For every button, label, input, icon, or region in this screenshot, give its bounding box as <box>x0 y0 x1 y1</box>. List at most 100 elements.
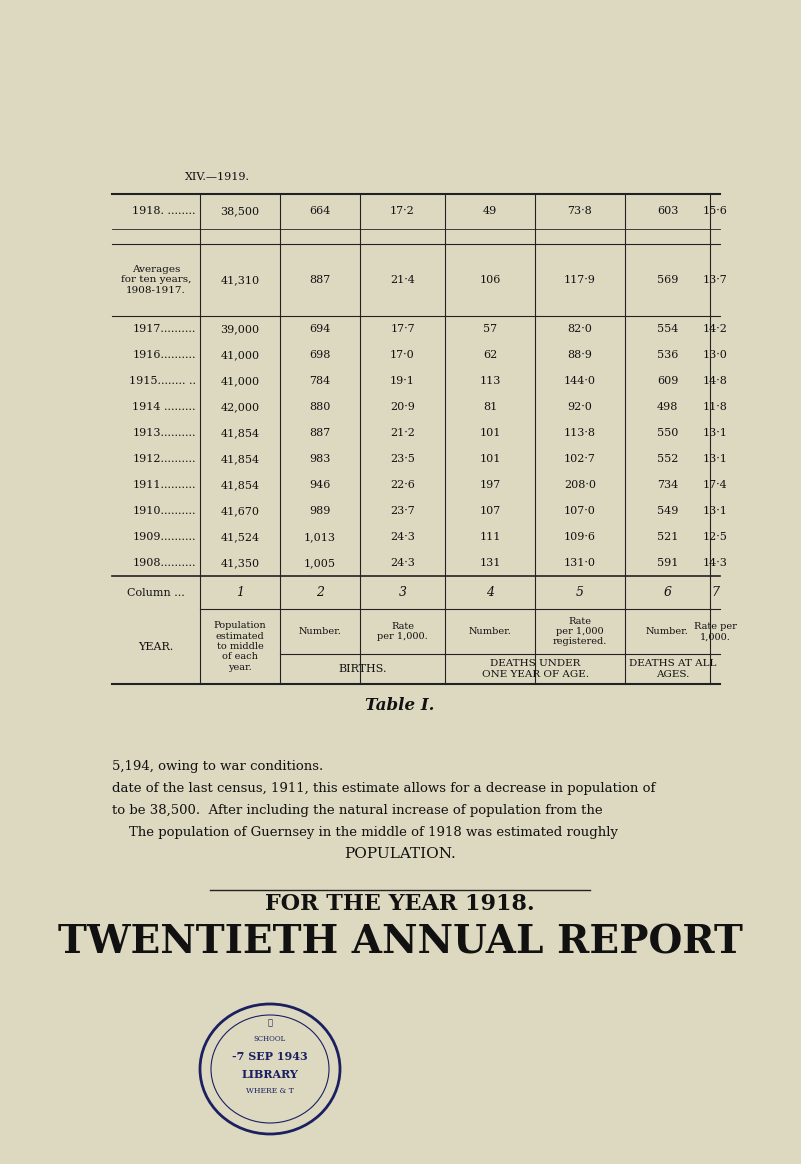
Text: Rate
per 1,000
registered.: Rate per 1,000 registered. <box>553 617 607 646</box>
Text: to be 38,500.  After including the natural increase of population from the: to be 38,500. After including the natura… <box>112 804 602 817</box>
Text: 15·6: 15·6 <box>702 206 727 217</box>
Text: 1913..........: 1913.......... <box>132 428 196 438</box>
Text: 131·0: 131·0 <box>564 558 596 568</box>
Text: Rate
per 1,000.: Rate per 1,000. <box>377 622 428 641</box>
Text: 113·8: 113·8 <box>564 428 596 438</box>
Text: LIBRARY: LIBRARY <box>242 1070 299 1080</box>
Text: 887: 887 <box>309 275 331 285</box>
Text: 554: 554 <box>657 324 678 334</box>
Text: 1909..........: 1909.......... <box>132 532 196 542</box>
Text: 1918. ........: 1918. ........ <box>132 206 196 217</box>
Text: 17·4: 17·4 <box>702 480 727 490</box>
Text: 13·1: 13·1 <box>702 454 727 464</box>
Text: -7 SEP 1943: -7 SEP 1943 <box>232 1051 308 1063</box>
Text: 549: 549 <box>657 506 678 516</box>
Text: WHERE & T: WHERE & T <box>246 1087 294 1095</box>
Text: 14·2: 14·2 <box>702 324 727 334</box>
Text: 88·9: 88·9 <box>568 350 593 360</box>
Text: 11·8: 11·8 <box>702 402 727 412</box>
Text: The population of Guernsey in the middle of 1918 was estimated roughly: The population of Guernsey in the middle… <box>112 826 618 839</box>
Text: 569: 569 <box>657 275 678 285</box>
Text: 113: 113 <box>479 376 501 386</box>
Text: 1,013: 1,013 <box>304 532 336 542</box>
Text: 1912..........: 1912.......... <box>132 454 196 464</box>
Text: 983: 983 <box>309 454 331 464</box>
Text: 102·7: 102·7 <box>564 454 596 464</box>
Text: 14·8: 14·8 <box>702 376 727 386</box>
Text: 5,194, owing to war conditions.: 5,194, owing to war conditions. <box>112 760 324 773</box>
Text: 197: 197 <box>479 480 501 490</box>
Text: 3: 3 <box>399 585 406 599</box>
Text: 23·5: 23·5 <box>390 454 415 464</box>
Text: 17·7: 17·7 <box>390 324 415 334</box>
Text: 1917..........: 1917.......... <box>133 324 196 334</box>
Text: 62: 62 <box>483 350 497 360</box>
Text: 21·4: 21·4 <box>390 275 415 285</box>
Text: Averages
for ten years,
1908-1917.: Averages for ten years, 1908-1917. <box>121 265 191 294</box>
Text: TWENTIETH ANNUAL REPORT: TWENTIETH ANNUAL REPORT <box>58 923 743 961</box>
Text: date of the last census, 1911, this estimate allows for a decrease in population: date of the last census, 1911, this esti… <box>112 782 655 795</box>
Text: 20·9: 20·9 <box>390 402 415 412</box>
Text: 19·1: 19·1 <box>390 376 415 386</box>
Text: 17·0: 17·0 <box>390 350 415 360</box>
Text: 1908..........: 1908.......... <box>132 558 196 568</box>
Text: 946: 946 <box>309 480 331 490</box>
Text: 82·0: 82·0 <box>568 324 593 334</box>
Text: Number.: Number. <box>469 627 511 636</box>
Text: 17·2: 17·2 <box>390 206 415 217</box>
Text: 609: 609 <box>657 376 678 386</box>
Text: 106: 106 <box>479 275 501 285</box>
Text: 1915........ ..: 1915........ .. <box>129 376 196 386</box>
Text: 14·3: 14·3 <box>702 558 727 568</box>
Text: 1914 .........: 1914 ......... <box>132 402 196 412</box>
Text: 41,670: 41,670 <box>220 506 260 516</box>
Text: Population
estimated
to middle
of each
year.: Population estimated to middle of each y… <box>214 622 266 672</box>
Text: 1916..........: 1916.......... <box>132 350 196 360</box>
Text: 39,000: 39,000 <box>220 324 260 334</box>
Text: 22·6: 22·6 <box>390 480 415 490</box>
Text: 552: 552 <box>657 454 678 464</box>
Text: Rate per
1,000.: Rate per 1,000. <box>694 622 736 641</box>
Text: 1: 1 <box>236 585 244 599</box>
Text: 109·6: 109·6 <box>564 532 596 542</box>
Text: 591: 591 <box>657 558 678 568</box>
Text: 13·1: 13·1 <box>702 506 727 516</box>
Text: 42,000: 42,000 <box>220 402 260 412</box>
Text: FOR THE YEAR 1918.: FOR THE YEAR 1918. <box>265 893 535 915</box>
Text: 698: 698 <box>309 350 331 360</box>
Text: 23·7: 23·7 <box>390 506 415 516</box>
Text: DEATHS UNDER
ONE YEAR OF AGE.: DEATHS UNDER ONE YEAR OF AGE. <box>481 659 589 679</box>
Text: 1,005: 1,005 <box>304 558 336 568</box>
Text: 536: 536 <box>657 350 678 360</box>
Text: 107: 107 <box>479 506 501 516</box>
Text: 7: 7 <box>711 585 719 599</box>
Text: 734: 734 <box>657 480 678 490</box>
Text: 111: 111 <box>479 532 501 542</box>
Text: 81: 81 <box>483 402 497 412</box>
Text: XIV.—1919.: XIV.—1919. <box>185 172 250 182</box>
Text: 41,524: 41,524 <box>220 532 260 542</box>
Text: ★: ★ <box>268 1018 272 1027</box>
Text: Table I.: Table I. <box>365 697 435 715</box>
Text: 784: 784 <box>309 376 331 386</box>
Text: 989: 989 <box>309 506 331 516</box>
Text: 208·0: 208·0 <box>564 480 596 490</box>
Text: 13·1: 13·1 <box>702 428 727 438</box>
Text: Column ...: Column ... <box>127 588 185 597</box>
Text: 24·3: 24·3 <box>390 532 415 542</box>
Text: 41,000: 41,000 <box>220 376 260 386</box>
Text: 101: 101 <box>479 454 501 464</box>
Text: 2: 2 <box>316 585 324 599</box>
Text: 5: 5 <box>576 585 584 599</box>
Text: 41,854: 41,854 <box>220 454 260 464</box>
Text: 41,350: 41,350 <box>220 558 260 568</box>
Text: POPULATION.: POPULATION. <box>344 847 456 861</box>
Text: 21·2: 21·2 <box>390 428 415 438</box>
Text: 1911..........: 1911.......... <box>132 480 196 490</box>
Text: 24·3: 24·3 <box>390 558 415 568</box>
Text: SCHOOL: SCHOOL <box>254 1035 286 1043</box>
Text: 13·0: 13·0 <box>702 350 727 360</box>
Text: 550: 550 <box>657 428 678 438</box>
Text: Number.: Number. <box>646 627 689 636</box>
Text: 694: 694 <box>309 324 331 334</box>
